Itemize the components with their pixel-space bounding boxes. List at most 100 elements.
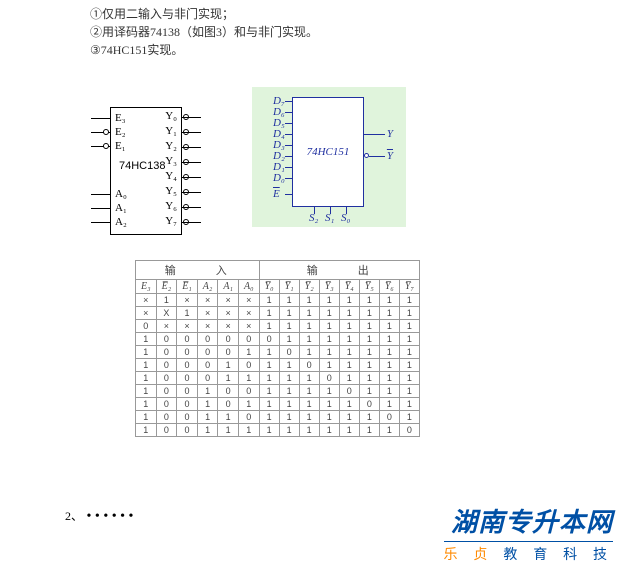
table-cell: 1 [339, 398, 359, 411]
table-cell: 0 [399, 424, 419, 437]
table-cell: 1 [339, 359, 359, 372]
pin-y3: Y₃ [165, 155, 177, 167]
table-cell: 0 [177, 359, 198, 372]
pin-e1: E₁ [115, 140, 126, 152]
chip138-label: 74HC138 [119, 160, 165, 172]
table-cell: 1 [299, 398, 319, 411]
table-cell: 1 [399, 359, 419, 372]
watermark-subtitle: 乐 贞 教 育 科 技 [444, 541, 613, 564]
pin-a1: A₁ [115, 202, 127, 214]
table-cell: 1 [218, 359, 239, 372]
table-cell: × [156, 320, 177, 333]
table-col-header: Y̅₃ [319, 280, 339, 294]
table-cell: 1 [379, 398, 399, 411]
table-cell: 1 [136, 372, 157, 385]
table-cell: 0 [197, 333, 218, 346]
truth-table: 输 入 输 出 E₃E̅₂E̅₁A₂A₁A₀Y̅₀Y̅₁Y̅₂Y̅₃Y̅₄Y̅₅… [135, 260, 420, 437]
table-cell: 1 [197, 398, 218, 411]
pin-y2: Y₂ [165, 140, 177, 152]
pin-e: E [273, 188, 280, 200]
table-cell: 1 [339, 346, 359, 359]
table-cell: 1 [136, 359, 157, 372]
table-cell: 0 [156, 333, 177, 346]
table-cell: 0 [156, 346, 177, 359]
pin-y6: Y₆ [165, 200, 177, 212]
pin-d0: D₀ [273, 172, 285, 184]
table-row: ×1××××11111111 [136, 294, 420, 307]
table-cell: 1 [279, 320, 299, 333]
table-cell: 1 [299, 320, 319, 333]
table-row: 10000001111111 [136, 333, 420, 346]
table-cell: 1 [379, 372, 399, 385]
table-cell: × [218, 294, 239, 307]
table-cell: 0 [177, 372, 198, 385]
pin-e3: E₃ [115, 112, 126, 124]
table-cell: 1 [319, 307, 339, 320]
table-cell: 1 [319, 385, 339, 398]
pin-ybar: Y [387, 150, 393, 162]
table-cell: 0 [156, 385, 177, 398]
table-cell: 1 [299, 372, 319, 385]
table-cell: 0 [156, 372, 177, 385]
table-row: 10011111111110 [136, 424, 420, 437]
table-cell: 1 [379, 307, 399, 320]
watermark-orange: 乐 贞 [444, 546, 494, 562]
table-cell: 1 [136, 333, 157, 346]
table-row: 10001111101111 [136, 372, 420, 385]
table-cell: 0 [238, 359, 259, 372]
table-cell: 1 [279, 294, 299, 307]
table-cell: × [136, 294, 157, 307]
table-cell: 0 [177, 411, 198, 424]
table-cell: 1 [359, 372, 379, 385]
intro-line-3: ③74HC151实现。 [90, 41, 623, 59]
intro-line-2: ②用译码器74138（如图3）和与非门实现。 [90, 23, 623, 41]
table-cell: 0 [299, 359, 319, 372]
chip-74hc138: 74HC138 E₃ E₂ E₁ A₀ A₁ A₂ Y₀ Y₁ Y₂ Y₃ Y₄… [110, 107, 182, 235]
table-cell: 0 [136, 320, 157, 333]
table-cell: 1 [379, 385, 399, 398]
table-cell: 1 [259, 294, 279, 307]
table-cell: 1 [319, 398, 339, 411]
table-cell: 0 [279, 346, 299, 359]
table-cell: 1 [399, 411, 419, 424]
table-cell: 1 [379, 346, 399, 359]
table-cell: 1 [339, 320, 359, 333]
table-cell: 1 [259, 398, 279, 411]
table-cell: 1 [339, 307, 359, 320]
table-cell: × [177, 294, 198, 307]
chip151-label: 74HC151 [307, 146, 350, 158]
table-cell: 1 [259, 411, 279, 424]
table-cell: 0 [238, 385, 259, 398]
table-cell: 1 [399, 372, 419, 385]
dots: • • • • • • [87, 509, 134, 524]
table-col-header: Y̅₇ [399, 280, 419, 294]
table-cell: 1 [359, 307, 379, 320]
table-cell: 1 [279, 385, 299, 398]
watermark-blue: 教 育 科 技 [493, 546, 613, 562]
table-cell: 1 [399, 385, 419, 398]
table-cell: 1 [319, 320, 339, 333]
table-cell: 1 [379, 333, 399, 346]
table-cell: 0 [238, 333, 259, 346]
table-cell: 0 [156, 398, 177, 411]
pin-a2: A₂ [115, 216, 127, 228]
table-cell: 0 [359, 398, 379, 411]
table-row: 10010111111011 [136, 398, 420, 411]
table-row: 10000110111111 [136, 346, 420, 359]
table-cell: 1 [299, 411, 319, 424]
pin-y: Y [387, 128, 393, 140]
pin-y7: Y₇ [165, 215, 177, 227]
table-cell: 1 [136, 424, 157, 437]
table-col-header: Y̅₁ [279, 280, 299, 294]
table-cell: 1 [218, 424, 239, 437]
table-row: 0×××××11111111 [136, 320, 420, 333]
table-cell: 1 [339, 411, 359, 424]
table-cell: × [177, 320, 198, 333]
pin-y4: Y₄ [165, 170, 177, 182]
table-cell: 1 [359, 411, 379, 424]
pin-y0: Y₀ [165, 110, 177, 122]
table-cell: 1 [218, 372, 239, 385]
table-cell: 0 [218, 333, 239, 346]
table-cell: 1 [136, 398, 157, 411]
table-cell: 1 [279, 333, 299, 346]
